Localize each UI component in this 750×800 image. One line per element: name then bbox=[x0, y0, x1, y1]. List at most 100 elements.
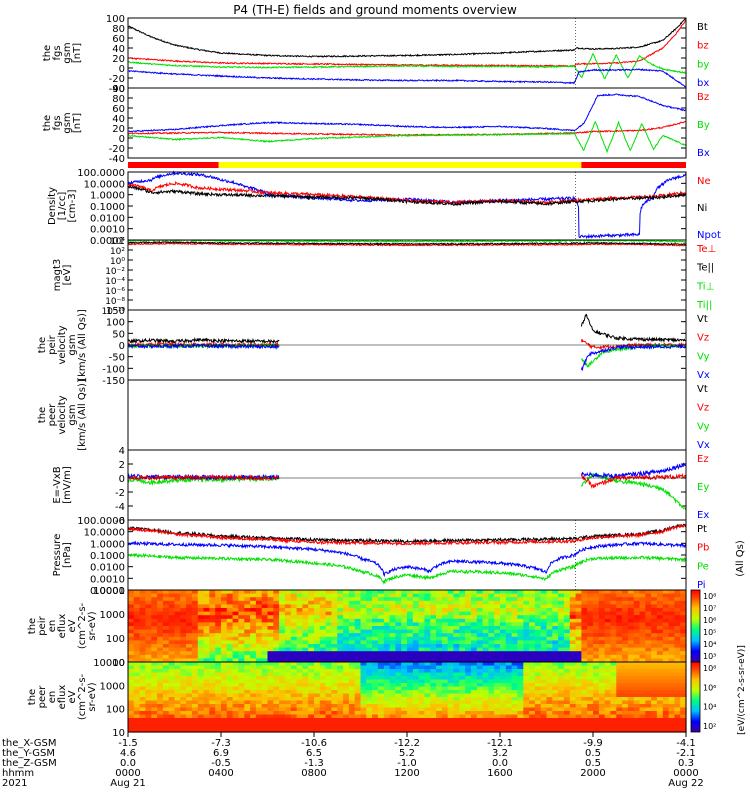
spectro-cell bbox=[563, 590, 571, 595]
spectro-cell bbox=[529, 672, 536, 677]
spectro-cell bbox=[651, 679, 658, 684]
spectro-cell bbox=[668, 662, 675, 667]
spectro-cell bbox=[238, 690, 245, 695]
ylabel-line: en bbox=[47, 620, 58, 633]
spectro-cell bbox=[645, 640, 652, 645]
spectro-cell bbox=[540, 725, 548, 730]
spectro-cell bbox=[314, 590, 321, 595]
spectro-cell bbox=[226, 690, 234, 695]
spectro-cell bbox=[180, 697, 187, 702]
spectro-cell bbox=[587, 604, 594, 609]
spectro-cell bbox=[500, 665, 507, 670]
spectro-cell bbox=[191, 690, 199, 695]
spectro-cell bbox=[377, 629, 385, 634]
spectro-cell bbox=[656, 686, 664, 691]
spectro-cell bbox=[651, 693, 658, 698]
spectro-cell bbox=[377, 626, 385, 631]
spectro-cell bbox=[540, 633, 548, 638]
spectro-cell bbox=[360, 608, 367, 613]
spectro-cell bbox=[517, 690, 524, 695]
spectro-cell bbox=[226, 618, 234, 623]
spectro-cell bbox=[604, 697, 611, 702]
spectro-cell bbox=[325, 647, 332, 652]
spectro-cell bbox=[180, 590, 187, 595]
spectro-cell bbox=[662, 665, 670, 670]
spectro-cell bbox=[546, 604, 553, 609]
spectro-cell bbox=[651, 665, 658, 670]
spectro-cell bbox=[203, 707, 210, 712]
spectro-cell bbox=[604, 615, 611, 620]
spectro-cell bbox=[645, 626, 652, 631]
spectro-cell bbox=[389, 718, 396, 723]
spectro-cell bbox=[633, 604, 641, 609]
spectro-cell bbox=[651, 604, 658, 609]
spectro-cell bbox=[383, 604, 391, 609]
spectro-cell bbox=[511, 686, 518, 691]
spectro-cell bbox=[325, 615, 332, 620]
spectro-cell bbox=[343, 700, 350, 705]
spectro-cell bbox=[244, 604, 251, 609]
spectro-cell bbox=[314, 665, 321, 670]
spectro-cell bbox=[587, 593, 594, 598]
spectro-cell bbox=[377, 693, 385, 698]
spectro-cell bbox=[470, 714, 478, 719]
spectro-cell bbox=[552, 725, 559, 730]
spectro-cell bbox=[360, 718, 367, 723]
spectro-cell bbox=[162, 711, 170, 716]
spectro-cell bbox=[430, 615, 437, 620]
spectro-cell bbox=[151, 593, 158, 598]
spectro-cell bbox=[453, 679, 460, 684]
spectro-cell bbox=[627, 590, 635, 595]
spectro-cell bbox=[261, 721, 269, 726]
spectro-cell bbox=[482, 597, 489, 602]
spectro-cell bbox=[226, 707, 234, 712]
spectro-cell bbox=[279, 590, 286, 595]
spectro-cell bbox=[273, 633, 280, 638]
spectro-cell bbox=[284, 618, 292, 623]
spectro-cell bbox=[610, 593, 617, 598]
spectro-cell bbox=[389, 615, 396, 620]
spectro-cell bbox=[337, 725, 344, 730]
spectro-cell bbox=[325, 618, 332, 623]
spectro-cell bbox=[302, 704, 309, 709]
spectro-cell bbox=[383, 636, 391, 641]
spectro-cell bbox=[319, 622, 327, 627]
ytick-label: 0.0010 bbox=[90, 574, 125, 585]
spectro-cell bbox=[523, 711, 530, 716]
spectro-cell bbox=[221, 711, 228, 716]
spectro-cell bbox=[639, 721, 646, 726]
spectro-cell bbox=[505, 707, 513, 712]
spectro-cell bbox=[674, 690, 681, 695]
spectro-cell bbox=[308, 647, 315, 652]
spectro-cell bbox=[151, 700, 158, 705]
spectro-cell bbox=[418, 704, 425, 709]
spectro-cell bbox=[569, 669, 577, 674]
spectro-cell bbox=[197, 707, 205, 712]
spectro-cell bbox=[302, 629, 309, 634]
spectro-cell bbox=[633, 728, 641, 733]
spectro-cell bbox=[418, 665, 425, 670]
spectro-cell bbox=[226, 604, 234, 609]
spectro-cell bbox=[447, 590, 455, 595]
spectro-cell bbox=[430, 636, 437, 641]
spectro-cell bbox=[680, 679, 687, 684]
spectro-cell bbox=[598, 676, 606, 681]
series-line-Ez bbox=[580, 472, 687, 489]
spectro-cell bbox=[244, 725, 251, 730]
spectro-cell bbox=[180, 665, 187, 670]
spectro-cell bbox=[412, 590, 420, 595]
spectro-cell bbox=[494, 633, 501, 638]
spectro-cell bbox=[302, 662, 309, 667]
spectro-cell bbox=[436, 679, 443, 684]
spectro-cell bbox=[209, 697, 216, 702]
spectro-cell bbox=[552, 683, 559, 688]
spectro-cell bbox=[616, 658, 623, 663]
spectro-cell bbox=[186, 654, 193, 659]
spectro-cell bbox=[598, 693, 606, 698]
spectro-cell bbox=[133, 654, 141, 659]
spectro-cell bbox=[505, 704, 513, 709]
spectro-cell bbox=[139, 686, 146, 691]
spectro-cell bbox=[482, 704, 489, 709]
spectro-cell bbox=[627, 633, 635, 638]
spectro-cell bbox=[284, 626, 292, 631]
